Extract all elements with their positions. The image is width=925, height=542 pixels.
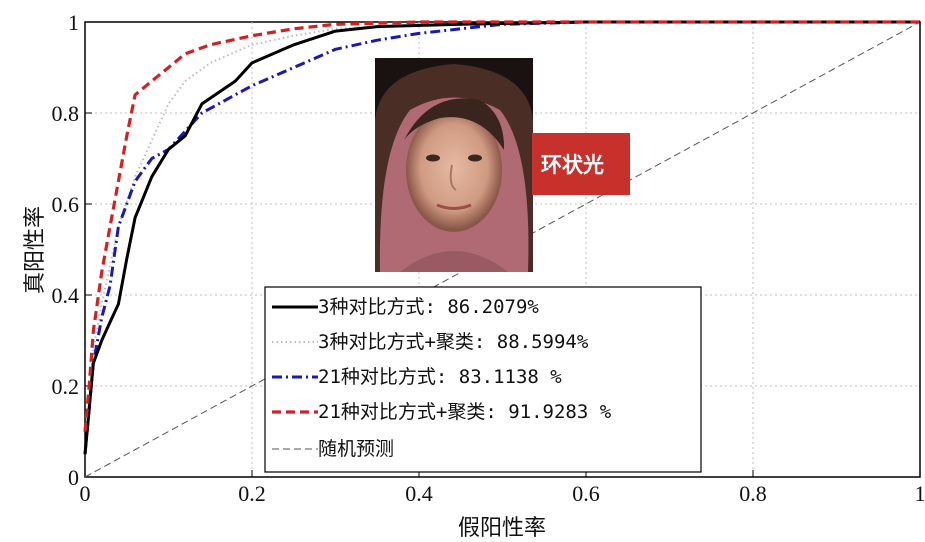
legend-box (264, 286, 702, 473)
legend-label-3: 21种对比方式: 83.1138 % (318, 366, 562, 388)
series-line-4 (83, 20, 920, 432)
y-tick-label: 0.8 (52, 101, 80, 126)
legend-label-2: 3种对比方式+聚类: 88.5994% (318, 331, 589, 353)
x-tick-label: 0.8 (739, 481, 767, 506)
series-line-1 (83, 20, 920, 455)
y-tick-label: 1 (68, 10, 79, 35)
y-tick-label: 0.2 (52, 374, 80, 399)
y-tick-label: 0 (68, 465, 79, 490)
annotation-badge: 环状光 (532, 133, 630, 195)
y-axis-title: 真阳性率 (23, 206, 48, 294)
y-tick-label: 0.4 (52, 283, 80, 308)
series-line-3 (83, 20, 920, 455)
x-tick-label: 0.6 (572, 481, 600, 506)
legend-label-4: 21种对比方式+聚类: 91.9283 % (318, 401, 612, 423)
x-tick-label: 1 (915, 481, 925, 506)
annotation-label: 环状光 (541, 153, 604, 177)
face-photo (375, 58, 533, 272)
x-tick-label: 0.4 (405, 481, 433, 506)
x-tick-label: 0.2 (238, 481, 266, 506)
x-tick-label: 0 (80, 481, 91, 506)
legend: 3种对比方式: 86.2079% 3种对比方式+聚类: 88.5994% 21种对比… (264, 286, 702, 473)
legend-label-5: 随机预测 (318, 438, 394, 460)
axis-ticks: 0 0.2 0.4 0.6 0.8 1 0 0.2 0.4 0.6 0.8 1 (52, 10, 925, 506)
x-axis-title: 假阳性率 (458, 516, 546, 541)
legend-label-1: 3种对比方式: 86.2079% (318, 296, 539, 318)
y-tick-label: 0.6 (52, 192, 80, 217)
